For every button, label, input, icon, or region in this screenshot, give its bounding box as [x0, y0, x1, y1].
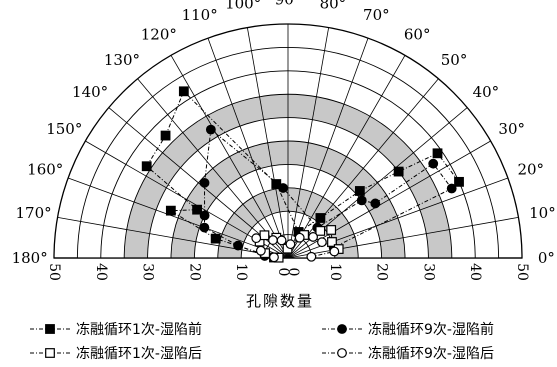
- angle-tick-label: 90°: [275, 0, 302, 9]
- radial-tick-label: 0: [275, 268, 291, 277]
- angle-tick-label: 60°: [404, 25, 431, 43]
- data-point: [278, 183, 289, 193]
- radial-tick-labels: 50 40 30 20 10 00 10 20 30 40 50: [46, 263, 530, 281]
- angle-tick-label: 50°: [441, 51, 468, 69]
- data-point: [428, 158, 439, 169]
- spoke-70: [287, 37, 369, 259]
- data-point: [454, 176, 464, 187]
- angle-tick-labels: 0° 10° 20° 30° 40° 50° 60° 70° 80° 90° 100° 110° 120…: [12, 0, 556, 267]
- data-point: [259, 230, 270, 241]
- data-point: [308, 232, 318, 242]
- data-point: [337, 348, 347, 358]
- x-axis-title: 孔隙数量: [246, 292, 314, 310]
- angle-tick-label: 180°: [12, 249, 48, 267]
- radial-tick-label: 20: [186, 263, 202, 281]
- data-point: [446, 183, 457, 194]
- data-point: [327, 237, 337, 247]
- data-point: [315, 213, 326, 223]
- data-point: [178, 86, 189, 97]
- data-point: [199, 222, 210, 233]
- legend-entry: 冻融循环9次-湿陷后: [368, 345, 494, 362]
- spoke-100: [246, 27, 289, 259]
- radial-tick-label: 30: [420, 263, 436, 281]
- data-point: [285, 239, 296, 250]
- data-point: [45, 348, 55, 358]
- data-point: [317, 237, 327, 248]
- data-point: [210, 233, 221, 244]
- angle-tick-label: 20°: [517, 161, 544, 179]
- data-point: [160, 130, 171, 141]
- angle-tick-label: 0°: [538, 249, 555, 267]
- data-point: [393, 166, 404, 177]
- data-point: [269, 252, 279, 263]
- angle-tick-label: 170°: [16, 204, 52, 222]
- angle-tick-label: 150°: [46, 120, 82, 138]
- data-point: [432, 148, 443, 159]
- angle-tick-label: 30°: [498, 120, 525, 138]
- data-point: [329, 246, 340, 257]
- radial-tick-label: 50: [514, 263, 530, 281]
- data-point: [356, 195, 367, 206]
- legend-entry: 冻融循环1次-湿陷后: [76, 345, 202, 362]
- angle-tick-label: 140°: [72, 83, 108, 101]
- data-point: [315, 226, 326, 236]
- angle-tick-label: 80°: [320, 0, 347, 13]
- data-point: [199, 210, 210, 221]
- data-point: [306, 251, 317, 262]
- data-point: [233, 240, 243, 251]
- data-point: [276, 235, 287, 246]
- angle-tick-label: 10°: [529, 204, 556, 222]
- angle-tick-label: 40°: [473, 83, 500, 101]
- data-point: [337, 324, 347, 334]
- legend-entry: 冻融循环9次-湿陷前: [368, 321, 494, 338]
- data-point: [251, 233, 262, 244]
- angle-tick-label: 110°: [182, 6, 218, 24]
- spoke-160: [67, 177, 289, 259]
- radial-tick-label: 0: [285, 268, 301, 277]
- data-point: [199, 177, 210, 188]
- spoke-170: [57, 216, 289, 259]
- data-point: [268, 235, 278, 245]
- spoke-110: [207, 37, 289, 259]
- radial-tick-label: 50: [46, 263, 62, 281]
- spoke-120: [170, 55, 289, 259]
- series-points: [141, 86, 464, 263]
- spoke-130: [137, 78, 289, 259]
- angle-tick-label: 160°: [27, 161, 63, 179]
- legend-entry: 冻融循环1次-湿陷前: [76, 321, 202, 338]
- data-point: [326, 225, 337, 235]
- data-point: [165, 205, 176, 216]
- radial-tick-label: 30: [140, 263, 156, 281]
- radial-tick-label: 20: [374, 263, 390, 281]
- data-point: [205, 124, 216, 135]
- data-point: [45, 324, 55, 334]
- angle-tick-label: 100°: [225, 0, 261, 13]
- radial-tick-label: 10: [327, 263, 343, 281]
- angle-tick-label: 130°: [104, 51, 140, 69]
- spoke-60: [287, 55, 406, 259]
- spoke-140: [108, 107, 289, 259]
- spoke-80: [287, 27, 330, 259]
- angle-tick-label: 120°: [141, 25, 177, 43]
- data-point: [192, 204, 202, 215]
- radial-tick-label: 40: [467, 263, 483, 281]
- data-point: [370, 198, 381, 209]
- data-point: [354, 186, 365, 196]
- data-point: [294, 232, 305, 243]
- spoke-10: [287, 216, 519, 259]
- radial-tick-label: 10: [233, 263, 249, 281]
- radial-tick-label: 40: [93, 263, 109, 281]
- angle-tick-label: 70°: [363, 6, 390, 24]
- data-point: [141, 161, 152, 172]
- data-point: [255, 245, 266, 256]
